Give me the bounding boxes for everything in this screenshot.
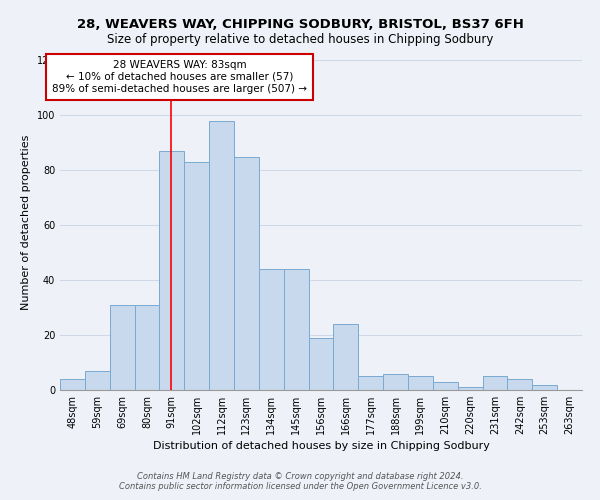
X-axis label: Distribution of detached houses by size in Chipping Sodbury: Distribution of detached houses by size … — [152, 441, 490, 451]
Bar — [184, 162, 209, 390]
Text: Size of property relative to detached houses in Chipping Sodbury: Size of property relative to detached ho… — [107, 32, 493, 46]
Bar — [508, 379, 532, 390]
Bar — [60, 379, 85, 390]
Bar — [259, 269, 284, 390]
Bar — [209, 121, 234, 390]
Bar — [334, 324, 358, 390]
Text: Contains HM Land Registry data © Crown copyright and database right 2024.
Contai: Contains HM Land Registry data © Crown c… — [119, 472, 481, 491]
Bar — [383, 374, 408, 390]
Bar — [482, 376, 508, 390]
Bar — [358, 376, 383, 390]
Bar — [160, 151, 184, 390]
Text: 28, WEAVERS WAY, CHIPPING SODBURY, BRISTOL, BS37 6FH: 28, WEAVERS WAY, CHIPPING SODBURY, BRIST… — [77, 18, 523, 30]
Bar — [458, 388, 482, 390]
Bar — [433, 382, 458, 390]
Bar — [408, 376, 433, 390]
Bar — [234, 156, 259, 390]
Bar — [532, 384, 557, 390]
Bar — [134, 305, 160, 390]
Y-axis label: Number of detached properties: Number of detached properties — [21, 135, 31, 310]
Bar — [308, 338, 334, 390]
Text: 28 WEAVERS WAY: 83sqm
← 10% of detached houses are smaller (57)
89% of semi-deta: 28 WEAVERS WAY: 83sqm ← 10% of detached … — [52, 60, 307, 94]
Bar — [284, 269, 308, 390]
Bar — [110, 305, 134, 390]
Bar — [85, 371, 110, 390]
